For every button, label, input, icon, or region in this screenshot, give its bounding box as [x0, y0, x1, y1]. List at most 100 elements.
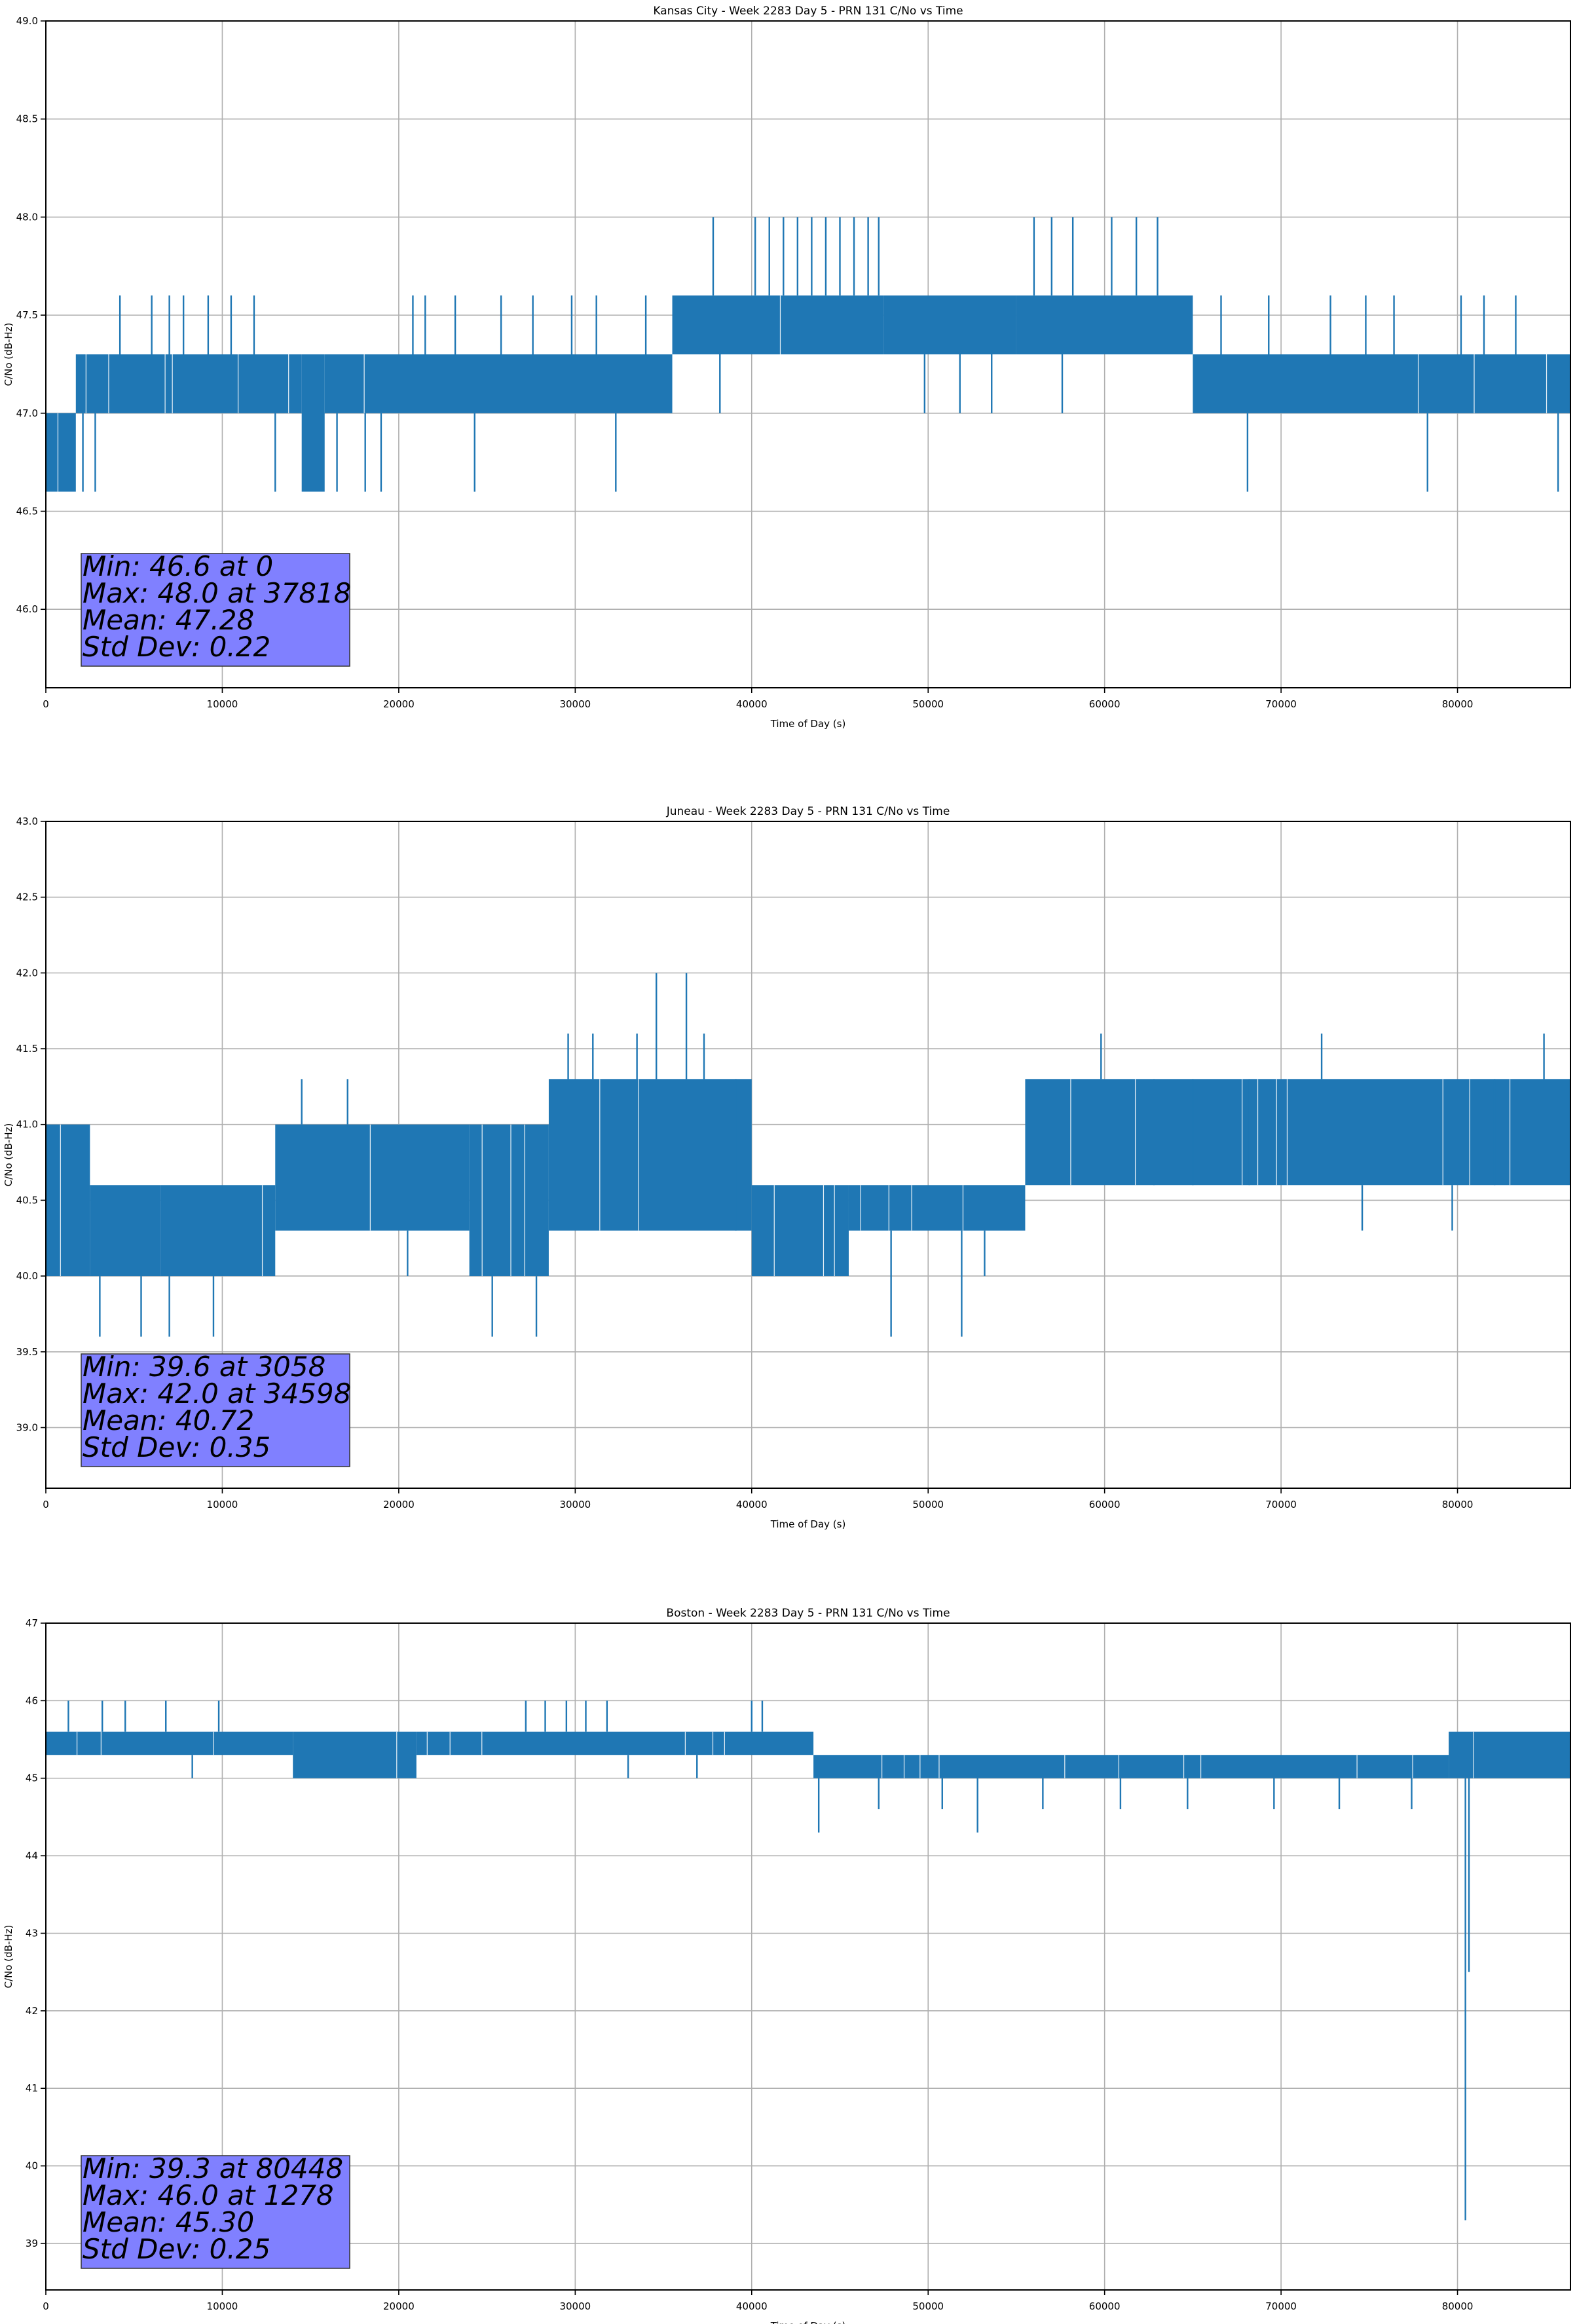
x-tick-label: 30000 [559, 2300, 591, 2312]
series-band [1025, 1079, 1570, 1186]
y-tick-label: 48.0 [16, 211, 38, 223]
y-tick-label: 48.5 [16, 113, 38, 125]
series-band [275, 1124, 363, 1231]
series-band [46, 413, 76, 492]
x-tick-label: 30000 [559, 1499, 591, 1510]
series-band [751, 1185, 849, 1277]
x-tick-label: 60000 [1089, 1499, 1121, 1510]
y-tick-label: 41.5 [16, 1043, 38, 1055]
x-tick-label: 20000 [383, 1499, 415, 1510]
x-tick-label: 30000 [559, 698, 591, 710]
y-axis-label: C/No (dB-Hz) [3, 1925, 14, 1989]
y-tick-label: 46 [26, 1695, 38, 1706]
x-tick-label: 40000 [736, 1499, 768, 1510]
x-tick-label: 20000 [383, 698, 415, 710]
series-band [1449, 1731, 1570, 1778]
series-band [1193, 354, 1570, 413]
x-tick-label: 10000 [207, 1499, 238, 1510]
x-tick-label: 40000 [736, 2300, 768, 2312]
series-band [416, 1731, 523, 1755]
stats-line: Min: 46.6 at 0 [83, 550, 273, 582]
stats-line: Mean: 47.28 [83, 604, 254, 636]
y-tick-label: 42.0 [16, 967, 38, 979]
x-tick-label: 60000 [1089, 698, 1121, 710]
series-band [160, 1185, 276, 1277]
x-tick-label: 70000 [1265, 1499, 1297, 1510]
series-band [46, 1124, 90, 1277]
y-tick-label: 40.0 [16, 1270, 38, 1282]
series-band [883, 295, 1016, 354]
y-tick-label: 39 [26, 2238, 38, 2249]
stats-line: Max: 48.0 at 37818 [83, 577, 351, 609]
y-tick-label: 39.0 [16, 1421, 38, 1433]
x-axis-label: Time of Day (s) [770, 1518, 846, 1530]
y-tick-label: 45 [26, 1772, 38, 1784]
stats-box [81, 2155, 350, 2269]
y-tick-label: 39.5 [16, 1346, 38, 1358]
x-tick-label: 50000 [912, 1499, 944, 1510]
x-axis-label: Time of Day (s) [770, 2320, 846, 2324]
x-tick-label: 0 [43, 698, 49, 710]
x-tick-label: 60000 [1089, 2300, 1121, 2312]
y-tick-label: 49.0 [16, 15, 38, 27]
series-band [363, 1124, 470, 1231]
series-line [46, 973, 1570, 1337]
y-axis-label: C/No (dB-Hz) [3, 1123, 14, 1187]
x-tick-label: 40000 [736, 698, 768, 710]
series-band [848, 1185, 1026, 1231]
series-band [90, 1185, 161, 1277]
series-band [469, 1124, 549, 1277]
y-tick-label: 44 [26, 1850, 38, 1862]
stats-line: Max: 42.0 at 34598 [83, 1378, 351, 1410]
series-line [46, 1700, 1570, 2221]
y-tick-label: 40.5 [16, 1194, 38, 1206]
x-tick-label: 50000 [912, 2300, 944, 2312]
x-tick-label: 80000 [1442, 1499, 1474, 1510]
stats-line: Min: 39.6 at 3058 [83, 1351, 325, 1383]
chart-title: Juneau - Week 2283 Day 5 - PRN 131 C/No … [666, 805, 950, 818]
series-band [1016, 295, 1193, 354]
y-tick-label: 41.0 [16, 1119, 38, 1131]
series-band [548, 1079, 752, 1231]
y-tick-label: 47.5 [16, 309, 38, 321]
stats-line: Mean: 45.30 [83, 2206, 254, 2238]
y-tick-label: 42.5 [16, 891, 38, 903]
x-tick-label: 50000 [912, 698, 944, 710]
series-band [672, 295, 884, 354]
chart-panel-2: 0 10000 20000 30000 40000 50000 60000 70000 8000… [3, 805, 1571, 1530]
series-band [301, 354, 325, 492]
y-tick-label: 41 [26, 2082, 38, 2094]
stats-box [81, 553, 350, 667]
chart-panel-1: 0 10000 20000 30000 40000 50000 60000 70000 8000… [3, 5, 1571, 730]
series-band [324, 354, 673, 413]
axes-frame [45, 821, 1571, 1489]
y-tick-label: 47 [26, 1617, 38, 1629]
y-tick-label: 43.0 [16, 815, 38, 827]
x-axis-label: Time of Day (s) [770, 718, 846, 730]
y-tick-label: 43 [26, 1927, 38, 1939]
chart-title: Boston - Week 2283 Day 5 - PRN 131 C/No … [666, 1607, 950, 1620]
series-band [75, 354, 302, 413]
y-tick-label: 40 [26, 2160, 38, 2172]
series-band [813, 1755, 1449, 1778]
axes-frame [45, 1622, 1571, 2291]
x-tick-label: 10000 [207, 2300, 238, 2312]
chart-panel-3: 0 10000 20000 30000 40000 50000 60000 70000 8000… [3, 1607, 1571, 2324]
x-tick-label: 20000 [383, 2300, 415, 2312]
x-tick-label: 70000 [1265, 698, 1297, 710]
axes-frame [45, 20, 1571, 688]
series-band [293, 1731, 417, 1778]
x-tick-label: 80000 [1442, 698, 1474, 710]
x-tick-label: 0 [43, 2300, 49, 2312]
series-band [522, 1731, 814, 1755]
stats-line: Mean: 40.72 [83, 1404, 254, 1436]
stats-line: Min: 39.3 at 80448 [83, 2152, 343, 2184]
stats-box [81, 1353, 350, 1467]
y-tick-label: 42 [26, 2005, 38, 2017]
x-tick-label: 10000 [207, 698, 238, 710]
stats-line: Max: 46.0 at 1278 [83, 2179, 334, 2211]
y-tick-label: 46.0 [16, 603, 38, 615]
chart-title: Kansas City - Week 2283 Day 5 - PRN 131 … [653, 5, 963, 18]
stats-line: Std Dev: 0.35 [83, 1431, 270, 1463]
